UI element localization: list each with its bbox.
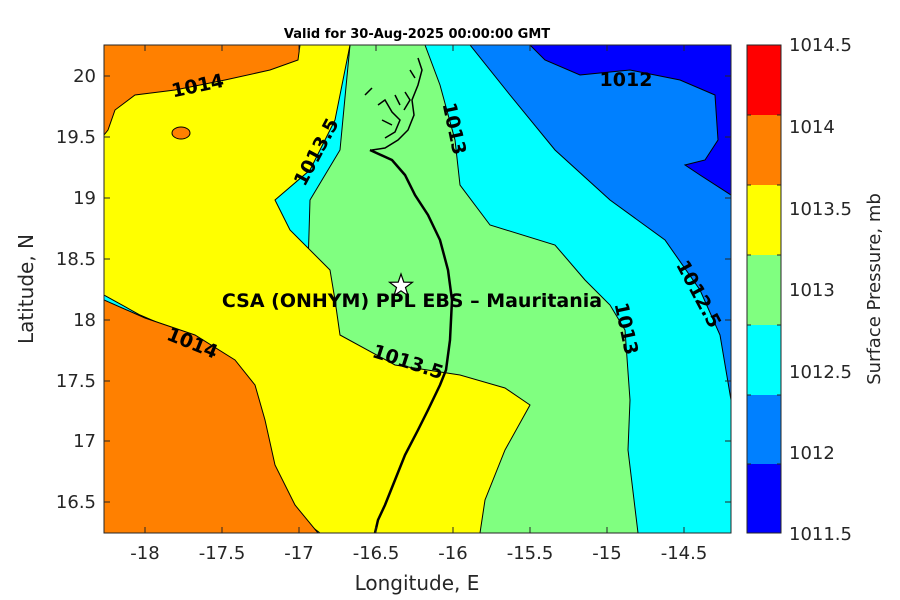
x-tick-label: -16 [438,543,467,564]
colorbar: 1014.5 1014 1013.5 1013 1012.5 1012 1011… [746,35,852,545]
colorbar-swatch [747,185,781,255]
x-tick-label: -14.5 [661,543,708,564]
field-1014-island [171,126,191,140]
x-tick-label: -17.5 [199,543,246,564]
colorbar-swatch [747,464,781,533]
x-axis-title: Longitude, E [355,571,480,595]
colorbar-swatch [747,395,781,464]
colorbar-title: Surface Pressure, mb [864,193,885,385]
y-tick-label: 20 [73,66,96,87]
x-tick-label: -18 [130,543,159,564]
banc-arguin-coast [364,57,423,151]
x-tick-label: -16.5 [353,543,400,564]
map-title: Valid for 30-Aug-2025 00:00:00 GMT [284,27,550,42]
pressure-field [104,45,731,533]
colorbar-label: 1012.5 [789,362,852,383]
y-axis [104,75,731,503]
colorbar-label: 1014.5 [789,35,852,56]
colorbar-label: 1012 [789,443,835,464]
colorbar-swatch [747,45,781,115]
x-tick-label: -17 [284,543,313,564]
x-tick-label: -15 [592,543,621,564]
colorbar-swatch [747,325,781,395]
colorbar-swatch [747,115,781,185]
y-tick-label: 18 [73,310,96,331]
site-label: CSA (ONHYM) PPL EBS – Mauritania [222,290,602,312]
y-tick-label: 16.5 [56,492,96,513]
colorbar-label: 1014 [789,117,835,138]
contour-label: 1012 [600,69,653,91]
x-axis [144,45,685,533]
colorbar-swatch [747,255,781,325]
colorbar-label: 1011.5 [789,524,852,545]
field-1011-5 [529,45,731,196]
y-tick-label: 19.5 [56,127,96,148]
y-tick-label: 18.5 [56,249,96,270]
field-1014-north [104,45,301,136]
y-tick-labels: 20 19.5 19 18.5 18 17.5 17 16.5 [56,66,96,513]
field-1012 [469,45,731,401]
field-1014-south [104,299,319,533]
colorbar-label: 1013.5 [789,199,852,220]
y-axis-title: Latitude, N [14,234,38,344]
plot-frame [103,44,732,534]
y-tick-label: 19 [73,188,96,209]
star-icon [387,272,415,298]
x-tick-label: -15.5 [507,543,554,564]
colorbar-frame [746,44,782,534]
colorbar-label: 1013 [789,280,835,301]
coastline [369,148,454,533]
y-tick-label: 17 [73,431,96,452]
x-tick-labels: -18 -17.5 -17 -16.5 -16 -15.5 -15 -14.5 [130,543,707,564]
y-tick-label: 17.5 [56,371,96,392]
